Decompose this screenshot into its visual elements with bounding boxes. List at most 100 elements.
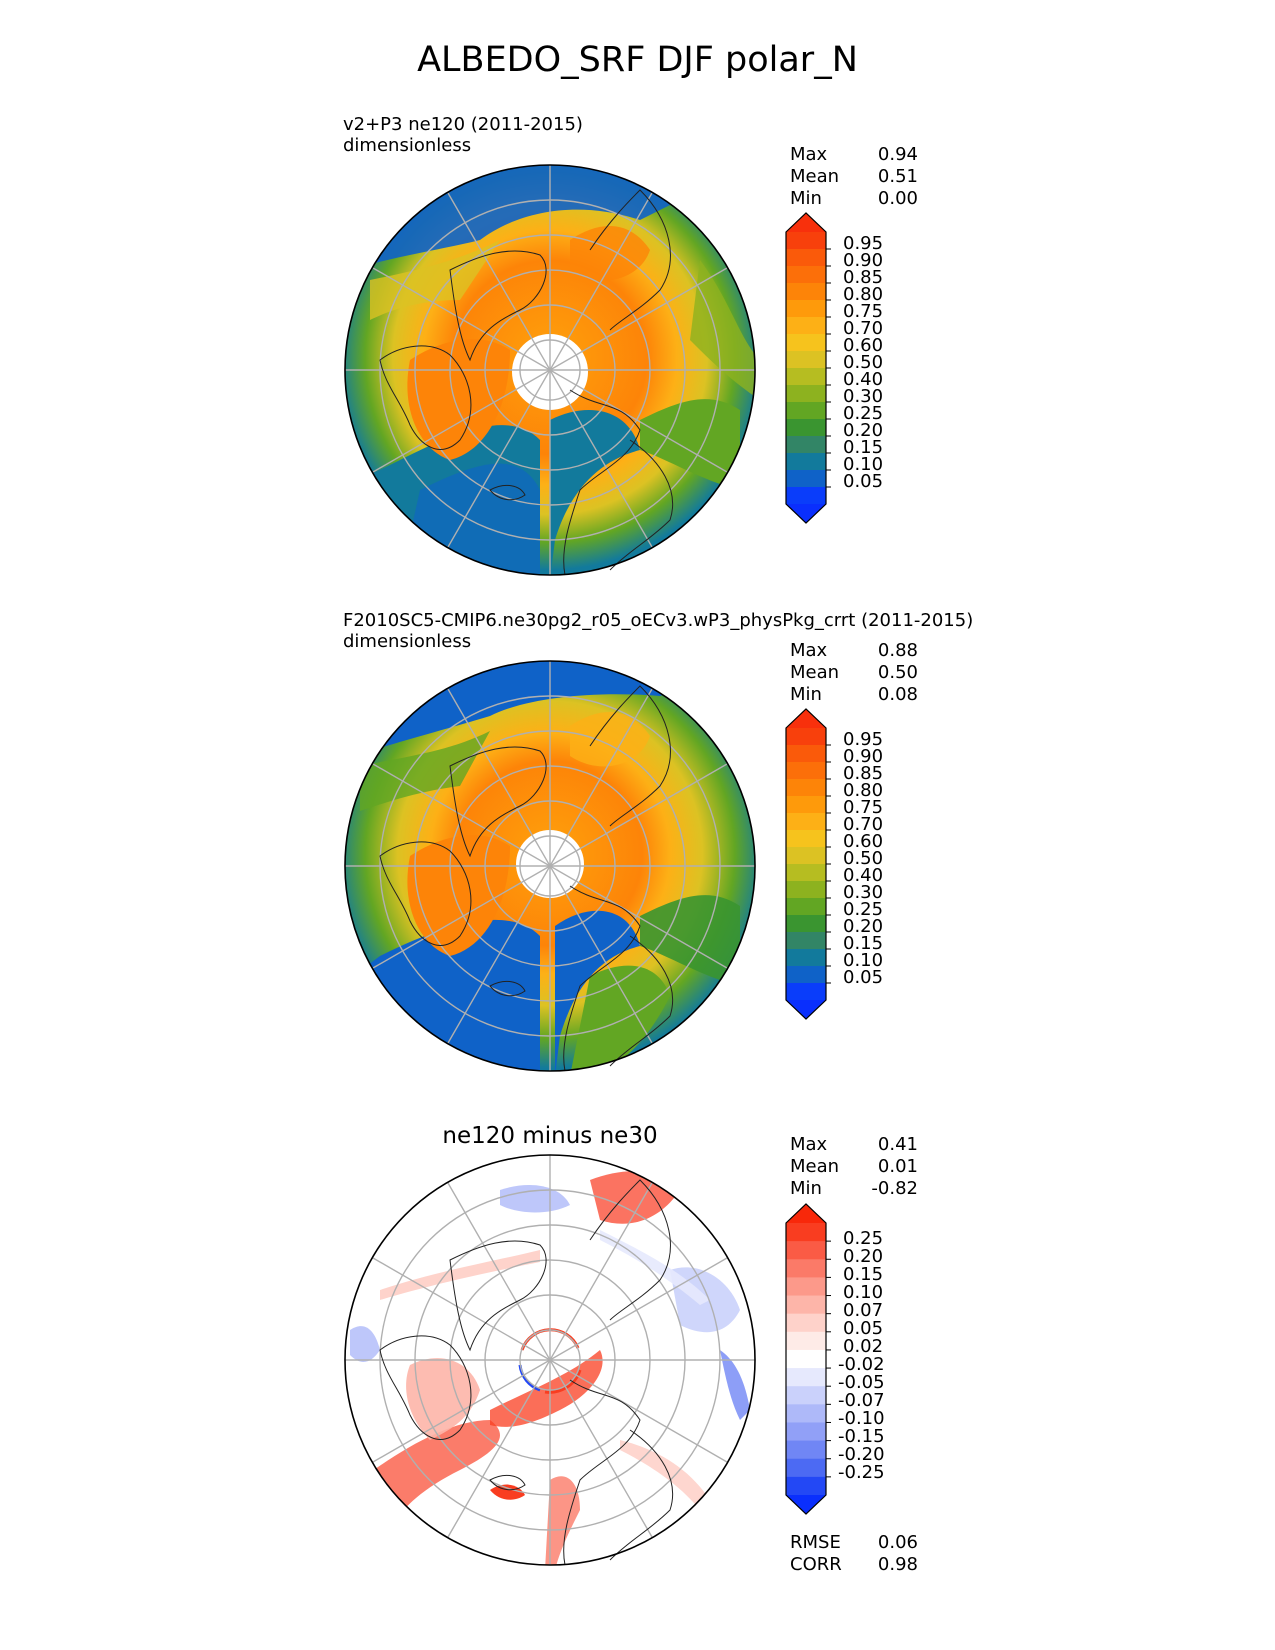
stat-label: RMSE bbox=[790, 1532, 841, 1553]
colorbar-tick-label: -0.05 bbox=[838, 1372, 885, 1393]
colorbar-tick-label: -0.25 bbox=[838, 1462, 885, 1483]
colorbar-swatch bbox=[786, 300, 826, 318]
colorbar-swatch bbox=[786, 385, 826, 403]
panel-1-stats: Max 0.94 Mean 0.51 Min 0.00 bbox=[790, 144, 918, 210]
colorbar-tick-label: 0.70 bbox=[843, 814, 884, 835]
colorbar-swatch bbox=[786, 1241, 826, 1260]
panel-2-title: F2010SC5-CMIP6.ne30pg2_r05_oECv3.wP3_phy… bbox=[343, 610, 974, 631]
stat-label: CORR bbox=[790, 1554, 842, 1575]
colorbar-swatch bbox=[786, 949, 826, 967]
panel-3-stats: Max 0.41 Mean 0.01 Min -0.82 bbox=[790, 1134, 918, 1200]
stat-value: 0.51 bbox=[877, 166, 918, 187]
colorbar-swatch bbox=[786, 745, 826, 763]
stat-value: 0.00 bbox=[877, 188, 918, 209]
colorbar-swatch bbox=[786, 1476, 826, 1496]
colorbar-tick-label: 0.30 bbox=[843, 882, 884, 903]
colorbar-tick-label: -0.10 bbox=[838, 1408, 885, 1429]
colorbar-tick-label: -0.02 bbox=[838, 1354, 885, 1375]
colorbar-tick-label: 0.02 bbox=[843, 1336, 884, 1357]
stat-label: Max bbox=[790, 640, 828, 661]
colorbar-swatch bbox=[786, 232, 826, 250]
colorbar-tick-label: 0.90 bbox=[843, 746, 884, 767]
colorbar-swatch bbox=[786, 351, 826, 369]
colorbar-tick-label: -0.07 bbox=[838, 1390, 885, 1411]
colorbar-swatches bbox=[785, 212, 827, 524]
colorbar-tick-label: 0.95 bbox=[843, 729, 884, 750]
colorbar-swatch bbox=[786, 983, 826, 1001]
colorbar-swatch bbox=[786, 470, 826, 488]
colorbar-swatch bbox=[786, 1458, 826, 1478]
colorbar-swatch bbox=[786, 249, 826, 267]
stat-value: 0.94 bbox=[877, 144, 918, 165]
stat-value: 0.41 bbox=[877, 1134, 918, 1155]
colorbar-tick-label: 0.80 bbox=[843, 780, 884, 801]
stat-label: Min bbox=[790, 1178, 822, 1199]
colorbar-tick-label: 0.20 bbox=[843, 420, 884, 441]
colorbar-swatch bbox=[786, 881, 826, 899]
colorbar-tick-label: 0.10 bbox=[843, 1282, 884, 1303]
colorbar-outline bbox=[785, 1203, 827, 1515]
colorbar-swatch bbox=[786, 932, 826, 950]
colorbar-tick-label: 0.70 bbox=[843, 318, 884, 339]
colorbar-swatch bbox=[786, 1368, 826, 1387]
colorbar-swatch bbox=[786, 796, 826, 814]
stat-label: Mean bbox=[790, 662, 840, 683]
colorbar-swatch bbox=[786, 1259, 826, 1278]
stat-value: -0.82 bbox=[871, 1178, 918, 1199]
panel-1-units: dimensionless bbox=[343, 135, 472, 156]
colorbar-tick-label: -0.15 bbox=[838, 1426, 885, 1447]
colorbar-swatch bbox=[786, 779, 826, 797]
colorbar-extend-bottom bbox=[786, 1000, 826, 1019]
colorbar-tick-label: 0.50 bbox=[843, 848, 884, 869]
colorbar-ticks bbox=[826, 1240, 831, 1478]
panel-2-stats: Max 0.88 Mean 0.50 Min 0.08 bbox=[790, 640, 918, 706]
colorbar-tick-label: 0.05 bbox=[843, 1318, 884, 1339]
colorbar-swatch bbox=[786, 1277, 826, 1297]
colorbar-swatch bbox=[786, 915, 826, 933]
colorbar-tick-label: 0.90 bbox=[843, 250, 884, 271]
colorbar-tick-label: 0.20 bbox=[843, 1246, 884, 1267]
colorbar-extend-top bbox=[786, 213, 826, 232]
stat-label: Mean bbox=[790, 166, 840, 187]
colorbar-tick-label: 0.95 bbox=[843, 233, 884, 254]
colorbar-tick-label: 0.07 bbox=[843, 1300, 884, 1321]
stat-label: Max bbox=[790, 144, 828, 165]
colorbar-tick-label: 0.20 bbox=[843, 916, 884, 937]
colorbar-swatch bbox=[786, 1331, 826, 1351]
colorbar-tick-label: 0.10 bbox=[843, 950, 884, 971]
colorbar-tick-label: 0.40 bbox=[843, 369, 884, 390]
stat-value: 0.06 bbox=[877, 1532, 918, 1553]
colorbar-swatch bbox=[786, 1223, 826, 1242]
colorbar-outline bbox=[785, 708, 827, 1020]
colorbar-outline bbox=[785, 212, 827, 524]
colorbar-swatch bbox=[786, 847, 826, 865]
colorbar-swatch bbox=[786, 728, 826, 746]
colorbar-swatch bbox=[786, 368, 826, 386]
colorbar-swatch bbox=[786, 1349, 826, 1369]
colorbar-tick-label: 0.15 bbox=[843, 933, 884, 954]
colorbar-swatch bbox=[786, 813, 826, 831]
colorbar-extend-bottom bbox=[786, 1495, 826, 1514]
stat-label: Min bbox=[790, 684, 822, 705]
panel-2-units: dimensionless bbox=[343, 631, 472, 652]
panel-3-title: ne120 minus ne30 bbox=[442, 1123, 658, 1149]
stat-value: 0.50 bbox=[877, 662, 918, 683]
colorbar-swatches bbox=[785, 708, 827, 1020]
colorbar-swatch bbox=[786, 1313, 826, 1333]
panel-2-colorbar bbox=[785, 708, 831, 1020]
colorbar-swatch bbox=[786, 966, 826, 984]
panel-1-title: v2+P3 ne120 (2011-2015) bbox=[343, 114, 583, 135]
colorbar-tick-label: 0.05 bbox=[843, 967, 884, 988]
stat-label: Mean bbox=[790, 1156, 840, 1177]
colorbar-swatch bbox=[786, 864, 826, 882]
colorbar-swatch bbox=[786, 1404, 826, 1423]
colorbar-tick-label: 0.85 bbox=[843, 763, 884, 784]
colorbar-tick-label: 0.10 bbox=[843, 454, 884, 475]
colorbar-swatch bbox=[786, 266, 826, 284]
stat-value: 0.08 bbox=[877, 684, 918, 705]
panel-3-colorbar bbox=[785, 1203, 831, 1515]
panel-3-map bbox=[344, 1154, 756, 1566]
colorbar-swatches bbox=[785, 1203, 827, 1515]
panel-3-bottom-stats: RMSE 0.06 CORR 0.98 bbox=[790, 1532, 918, 1576]
colorbar-swatch bbox=[786, 898, 826, 916]
